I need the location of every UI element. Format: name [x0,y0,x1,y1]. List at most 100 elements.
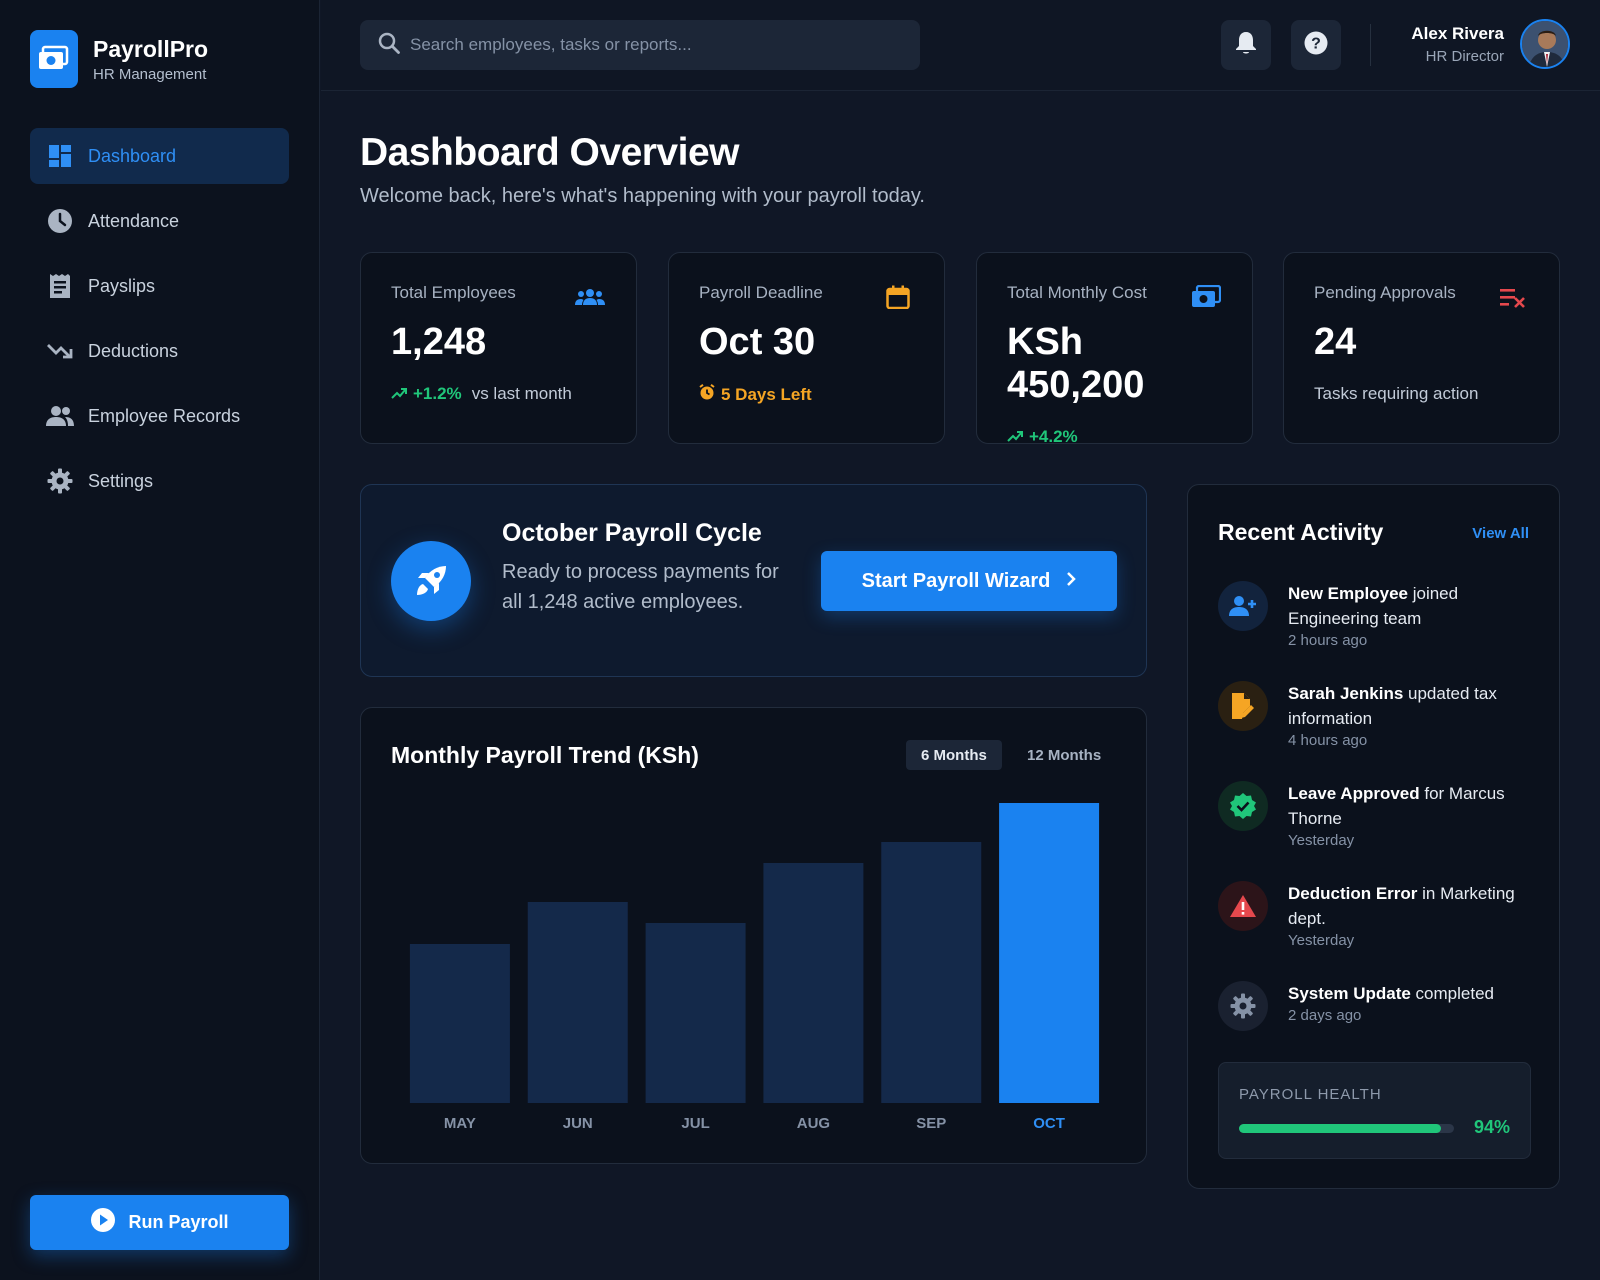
activity-time: 4 hours ago [1288,732,1368,749]
activity-detail: for Marcus Thorne [1288,784,1505,828]
notifications-button[interactable] [1221,20,1271,70]
checklist-x-icon [1497,285,1529,309]
run-payroll-button[interactable]: Run Payroll [30,1195,289,1250]
activity-item[interactable]: System Update completed 2 days ago [1218,981,1538,1031]
stat-note: Tasks requiring action [1314,384,1479,403]
stat-value: KSh 450,200 [1007,321,1145,406]
stat-note: vs last month [471,384,572,403]
sidebar-item-deductions[interactable]: Deductions [30,323,289,379]
chart-title: Monthly Payroll Trend (KSh) [391,742,699,768]
stat-label: Pending Approvals [1314,283,1456,302]
warning-icon [1218,881,1268,931]
play-icon [90,1207,116,1238]
cycle-title: October Payroll Cycle [502,519,762,547]
toggle-6-months[interactable]: 6 Months [906,740,1002,770]
activity-item[interactable]: Leave Approved for Marcus Thorne Yesterd… [1218,781,1538,849]
brand-name: PayrollPro [93,35,209,62]
activity-subject: Leave Approved [1288,784,1420,803]
trending-up-icon [391,384,407,404]
sidebar-item-attendance[interactable]: Attendance [30,193,289,249]
money-icon [1190,285,1222,309]
payroll-cycle-card: October Payroll Cycle Ready to process p… [360,484,1147,677]
chart-tick-label: SEP [916,1115,946,1132]
trending-up-icon [1007,427,1023,447]
view-all-link[interactable]: View All [1472,525,1529,542]
search-icon [378,32,400,59]
activity-detail: updated tax information [1288,684,1497,728]
activity-title: Recent Activity [1218,519,1384,545]
activity-time: Yesterday [1288,932,1355,949]
top-header: ? Alex Rivera HR Director [321,0,1600,91]
sidebar: PayrollPro HR Management Dashboard Atten… [0,0,320,1280]
people-icon [574,285,606,309]
health-percentage: 94% [1473,1117,1510,1137]
people-icon [46,402,74,430]
chart-bar-jul[interactable] [645,923,746,1103]
stat-label: Total Monthly Cost [1007,283,1147,302]
activity-item[interactable]: Sarah Jenkins updated tax information 4 … [1218,681,1538,749]
activity-item[interactable]: New Employee joined Engineering team 2 h… [1218,581,1538,649]
page-subtitle: Welcome back, here's what's happening wi… [360,185,925,207]
search-bar[interactable] [360,20,920,70]
payroll-trend-card: Monthly Payroll Trend (KSh) 6 Months 12 … [360,707,1147,1164]
chevron-right-icon [1066,571,1077,592]
gear-icon [1218,981,1268,1031]
health-progress-bar [1239,1124,1454,1133]
sidebar-item-employee-records[interactable]: Employee Records [30,388,289,444]
page-title: Dashboard Overview [360,131,739,174]
brand[interactable]: PayrollPro HR Management [30,30,208,88]
stat-card-payroll-deadline: Payroll Deadline Oct 30 5 Days Left [668,252,945,444]
recent-activity-panel: Recent Activity View All New Employee jo… [1187,484,1560,1189]
stat-card-pending-approvals: Pending Approvals 24 Tasks requiring act… [1283,252,1560,444]
stat-value: Oct 30 [699,321,816,363]
deadline-countdown: 5 Days Left [721,384,812,404]
sidebar-item-label: Payslips [88,275,156,296]
chart-bar-oct[interactable] [999,803,1100,1103]
user-role: HR Director [1425,47,1504,65]
stat-value: 24 [1314,321,1357,363]
bell-icon [1235,31,1257,60]
chart-bar-jun[interactable] [527,902,628,1103]
health-label: PAYROLL HEALTH [1239,1086,1382,1103]
chart-tick-label: AUG [797,1115,830,1132]
activity-detail: joined Engineering team [1288,584,1459,628]
health-progress-fill [1239,1124,1442,1133]
chart-bar-may[interactable] [409,944,510,1103]
sidebar-item-settings[interactable]: Settings [30,453,289,509]
rocket-icon [391,541,471,621]
run-payroll-label: Run Payroll [128,1212,229,1232]
receipt-icon [46,272,74,300]
stat-trend: +1.2% [413,384,462,403]
user-menu[interactable]: Alex Rivera HR Director [1411,19,1570,69]
activity-time: 2 hours ago [1288,632,1368,649]
brand-subtitle: HR Management [93,65,207,83]
user-name: Alex Rivera [1411,23,1504,43]
stat-label: Total Employees [391,283,516,302]
stat-card-total-employees: Total Employees 1,248 +1.2% vs last mont… [360,252,637,444]
sidebar-item-label: Attendance [88,210,180,231]
user-plus-icon [1218,581,1268,631]
verified-check-icon [1218,781,1268,831]
header-divider [1370,24,1371,66]
svg-text:?: ? [1311,35,1321,52]
stat-trend: +4.2% [1029,427,1078,446]
toggle-12-months[interactable]: 12 Months [1027,746,1102,764]
avatar [1520,19,1570,69]
stat-value: 1,248 [391,321,487,363]
calendar-icon [882,285,914,309]
activity-detail: completed [1410,984,1494,1003]
money-icon [30,30,78,88]
search-input[interactable] [410,35,890,55]
trending-down-icon [46,337,74,365]
activity-subject: System Update [1288,984,1411,1003]
sidebar-item-payslips[interactable]: Payslips [30,258,289,314]
chart-bar-sep[interactable] [881,842,982,1103]
sidebar-item-dashboard[interactable]: Dashboard [30,128,289,184]
activity-item[interactable]: Deduction Error in Marketing dept. Yeste… [1218,881,1538,949]
sidebar-nav: Dashboard Attendance Payslips Deductions… [30,128,289,518]
help-button[interactable]: ? [1291,20,1341,70]
chart-bar-aug[interactable] [763,863,864,1103]
activity-subject: New Employee [1288,584,1408,603]
start-payroll-wizard-button[interactable]: Start Payroll Wizard [821,551,1117,611]
payroll-health-widget: PAYROLL HEALTH 94% [1218,1062,1531,1159]
